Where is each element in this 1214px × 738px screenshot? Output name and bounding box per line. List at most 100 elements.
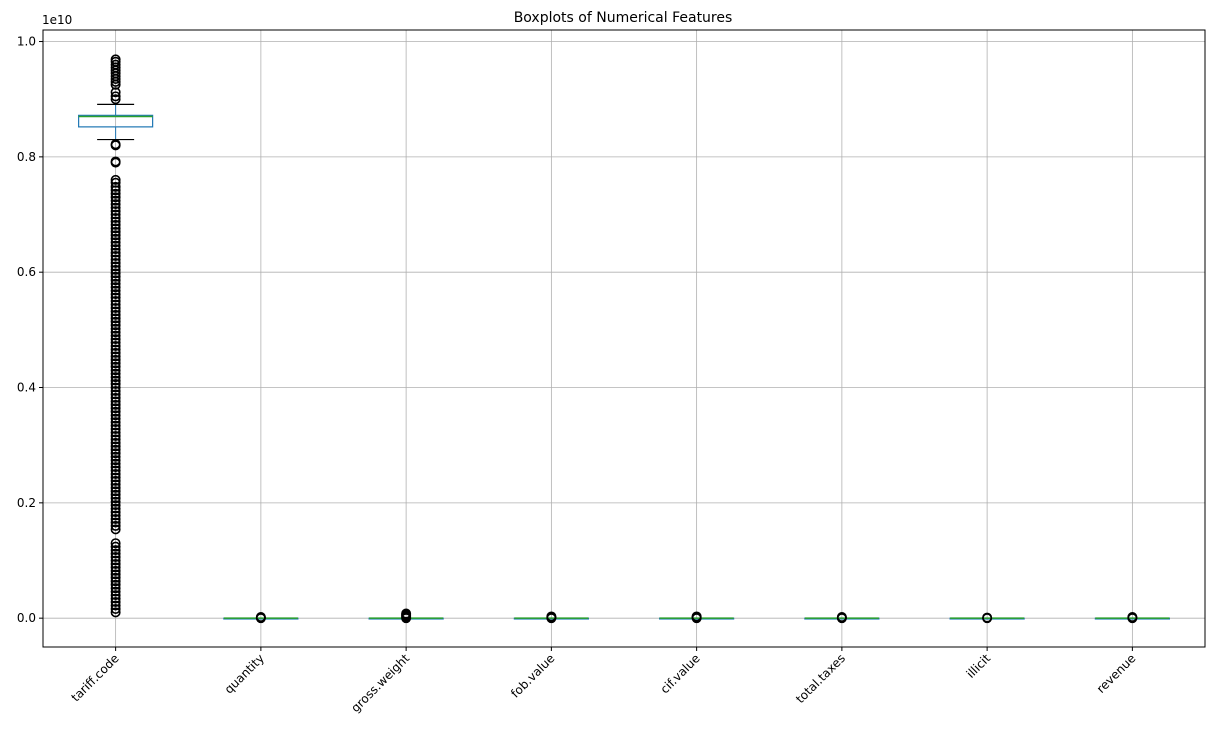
x-tick-label: illicit bbox=[964, 651, 994, 681]
outlier-point bbox=[110, 524, 121, 535]
outlier-point bbox=[110, 569, 121, 580]
outlier-point bbox=[110, 188, 121, 199]
boxplot-total-taxes bbox=[804, 612, 880, 624]
outlier-point bbox=[110, 437, 121, 448]
outlier-point bbox=[110, 226, 121, 237]
outlier-point bbox=[110, 261, 121, 272]
outlier-point bbox=[110, 444, 121, 455]
boxplot-fob-value bbox=[513, 611, 589, 624]
outlier-point bbox=[110, 79, 121, 90]
outlier-point bbox=[110, 372, 121, 383]
y-axis-ticks: 0.0 0.2 0.4 0.6 0.8 1.0 bbox=[17, 35, 43, 625]
outlier-point bbox=[110, 572, 121, 583]
outlier-point bbox=[110, 520, 121, 531]
outlier-point bbox=[110, 244, 121, 255]
outlier-point bbox=[110, 493, 121, 504]
outlier-point bbox=[110, 157, 121, 168]
outlier-point bbox=[110, 309, 121, 320]
outlier-point bbox=[110, 230, 121, 241]
outlier-point bbox=[110, 462, 121, 473]
outlier-point bbox=[110, 289, 121, 300]
outlier-point bbox=[110, 406, 121, 417]
outlier-point bbox=[110, 555, 121, 566]
outlier-point bbox=[110, 209, 121, 220]
outlier-point bbox=[110, 382, 121, 393]
outlier-point bbox=[110, 597, 121, 608]
outlier-point bbox=[110, 489, 121, 500]
outlier-point bbox=[110, 503, 121, 514]
x-tick-label: total.taxes bbox=[793, 651, 848, 706]
outlier-point bbox=[110, 354, 121, 365]
boxplot-revenue bbox=[1094, 612, 1170, 624]
outlier-point bbox=[110, 510, 121, 521]
outlier-point bbox=[110, 441, 121, 452]
outlier-point bbox=[110, 302, 121, 313]
outlier-point bbox=[110, 579, 121, 590]
outlier-point bbox=[110, 219, 121, 230]
outlier-point bbox=[110, 306, 121, 317]
outlier-point bbox=[110, 192, 121, 203]
y-tick-label: 1.0 bbox=[17, 35, 36, 49]
outlier-point bbox=[110, 410, 121, 421]
outlier-point bbox=[110, 202, 121, 213]
outlier-point bbox=[110, 347, 121, 358]
y-tick-label: 0.8 bbox=[17, 150, 36, 164]
outlier-point bbox=[110, 420, 121, 431]
outlier-point bbox=[110, 517, 121, 528]
outlier-point bbox=[401, 608, 412, 619]
plot-area bbox=[78, 54, 1170, 624]
outlier-point bbox=[110, 177, 121, 188]
outlier-point bbox=[110, 451, 121, 462]
outlier-point bbox=[836, 612, 847, 623]
outlier-point bbox=[1127, 612, 1138, 623]
outlier-point bbox=[110, 292, 121, 303]
outlier-point bbox=[110, 206, 121, 217]
outlier-point bbox=[110, 313, 121, 324]
boxplot-tariff-code bbox=[78, 54, 154, 618]
outlier-point bbox=[110, 216, 121, 227]
grid-lines bbox=[43, 30, 1205, 647]
outlier-point bbox=[110, 257, 121, 268]
outlier-point bbox=[110, 552, 121, 563]
outlier-point bbox=[110, 548, 121, 559]
outlier-point bbox=[110, 174, 121, 185]
outlier-point bbox=[110, 545, 121, 556]
outlier-point bbox=[110, 507, 121, 518]
axes-frame bbox=[42, 29, 1206, 648]
outlier-point bbox=[110, 74, 121, 85]
outlier-point bbox=[546, 611, 557, 622]
outlier-point bbox=[110, 299, 121, 310]
outlier-point bbox=[110, 212, 121, 223]
outlier-point bbox=[110, 385, 121, 396]
outlier-point bbox=[110, 264, 121, 275]
y-tick-label: 0.4 bbox=[17, 381, 36, 395]
y-tick-label: 0.6 bbox=[17, 265, 36, 279]
outlier-point bbox=[110, 327, 121, 338]
outlier-point bbox=[110, 458, 121, 469]
outlier-point bbox=[110, 576, 121, 587]
outlier-point bbox=[110, 583, 121, 594]
outlier-point bbox=[110, 296, 121, 307]
outlier-point bbox=[110, 334, 121, 345]
outlier-point bbox=[110, 562, 121, 573]
outlier-point bbox=[110, 475, 121, 486]
outlier-point bbox=[110, 278, 121, 289]
outlier-point bbox=[110, 275, 121, 286]
outlier-point bbox=[110, 379, 121, 390]
outlier-point bbox=[110, 254, 121, 265]
outlier-point bbox=[110, 482, 121, 493]
outlier-point bbox=[110, 233, 121, 244]
outlier-point bbox=[110, 185, 121, 196]
outlier-point bbox=[110, 500, 121, 511]
y-axis-offset-label: 1e10 bbox=[42, 13, 72, 27]
outlier-point bbox=[110, 590, 121, 601]
outlier-point bbox=[110, 389, 121, 400]
outlier-point bbox=[110, 358, 121, 369]
outlier-point bbox=[110, 316, 121, 327]
outlier-point bbox=[110, 223, 121, 234]
outlier-point bbox=[110, 240, 121, 251]
outlier-point bbox=[110, 417, 121, 428]
outlier-point bbox=[255, 612, 266, 623]
outlier-point bbox=[110, 396, 121, 407]
